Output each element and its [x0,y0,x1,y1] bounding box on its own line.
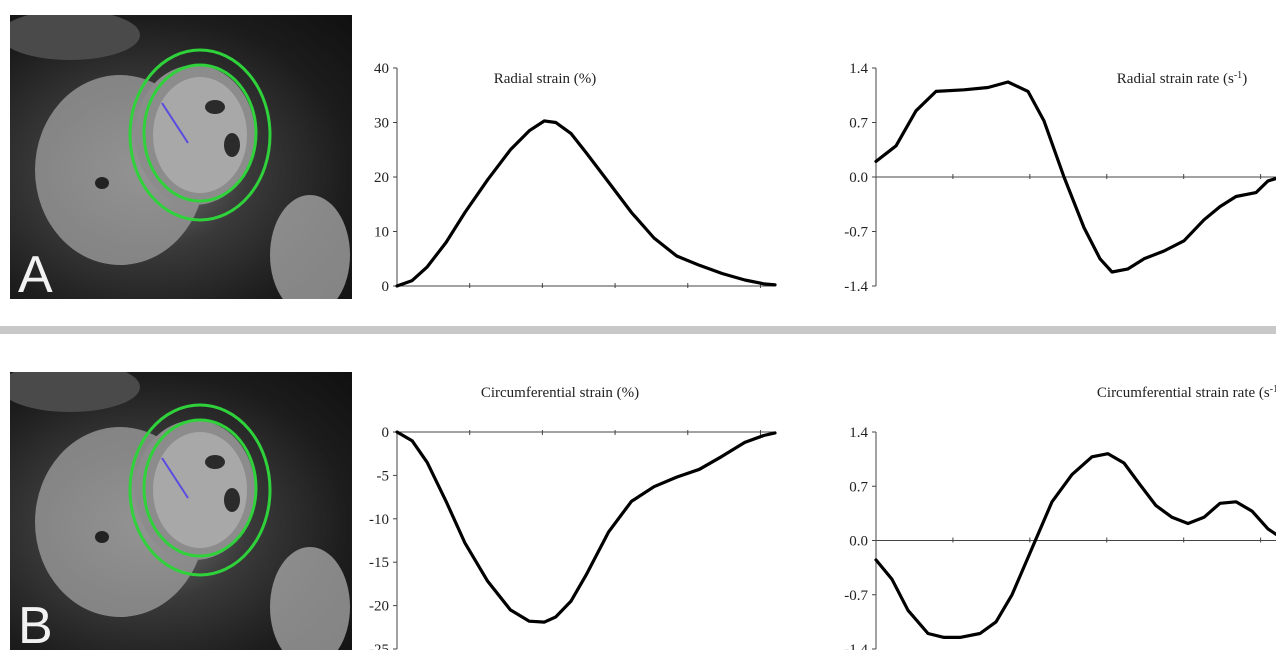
y-tick-label: -1.4 [844,642,868,650]
y-tick-label: -25 [369,642,389,650]
series-line [874,452,1276,639]
chart-circumferential-strain-rate: Circumferential strain rate (s-1) 1.4 0.7 0… [844,384,1276,650]
y-tick-label: 0.0 [849,170,868,186]
y-tick-label: 10 [374,225,389,241]
chart-title: Circumferential strain rate (s-1) [1097,384,1276,402]
y-tick-label: 1.4 [849,61,868,77]
series-line [395,119,777,288]
panel-divider [0,326,1276,334]
panel-label-b: B [18,597,53,650]
y-tick-label: 0.7 [849,479,868,495]
panel-label-a: A [18,246,53,299]
mri-anatomy-a [10,15,350,299]
mri-image-b: B [10,372,352,650]
y-tick-label: 0.0 [849,534,868,550]
mri-anatomy-b [10,372,350,650]
y-tick-label: -20 [369,599,389,615]
chart-radial-strain: Radial strain (%) 0 10 20 30 40 [374,61,777,295]
y-tick-label: 20 [374,170,389,186]
series-line [874,80,1276,274]
mri-image-a: A [10,15,352,299]
y-tick-label: -0.7 [844,588,868,604]
y-tick-label: -0.7 [844,225,868,241]
y-tick-label: 30 [374,116,389,132]
y-tick-label: 0.7 [849,116,868,132]
y-tick-label: -1.4 [844,279,868,295]
chart-title: Radial strain rate (s-1) [1117,70,1247,88]
y-tick-label: 1.4 [849,425,868,441]
y-tick-label: 0 [382,425,390,441]
y-tick-label: 40 [374,61,389,77]
chart-title: Radial strain (%) [494,71,596,87]
y-tick-label: -15 [369,555,389,571]
chart-radial-strain-rate: Radial strain rate (s-1) 1.4 0.7 0.0 -0.7 -1.… [844,61,1276,295]
y-tick-label: 0 [382,279,390,295]
chart-title: Circumferential strain (%) [481,385,639,401]
chart-circumferential-strain: Circumferential strain (%) 0 -5 -10 -15 -20 -2… [369,385,777,650]
y-tick-label: -5 [377,468,390,484]
series-line [395,430,777,624]
y-tick-label: -10 [369,512,389,528]
